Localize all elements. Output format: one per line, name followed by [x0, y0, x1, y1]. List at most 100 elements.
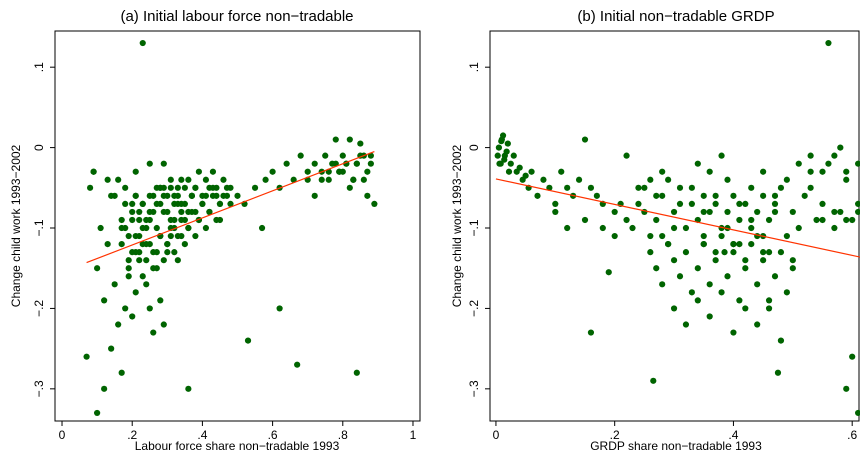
data-point — [251, 184, 259, 191]
data-point — [670, 208, 678, 216]
data-point — [143, 281, 150, 288]
data-point — [202, 224, 210, 232]
data-point — [115, 176, 122, 183]
data-point — [777, 184, 785, 191]
data-point — [227, 200, 234, 207]
panel-a-points — [83, 39, 378, 417]
data-point — [132, 192, 139, 199]
data-point — [234, 192, 241, 199]
data-point — [150, 265, 157, 272]
data-point — [587, 184, 595, 191]
data-point — [650, 377, 657, 384]
data-point — [153, 249, 160, 256]
data-point — [783, 289, 790, 296]
data-point — [364, 168, 371, 175]
data-point — [712, 192, 719, 199]
data-point — [244, 337, 252, 344]
data-point — [688, 200, 695, 207]
data-point — [294, 361, 301, 368]
data-point — [789, 208, 796, 216]
data-point — [164, 249, 171, 256]
data-point — [700, 240, 707, 248]
data-point — [647, 249, 654, 256]
data-point — [522, 172, 529, 179]
data-point — [712, 257, 719, 264]
data-point — [122, 184, 129, 191]
data-point — [150, 329, 157, 336]
data-point — [178, 208, 185, 216]
data-point — [700, 192, 707, 199]
data-point — [795, 224, 802, 232]
data-point — [546, 184, 553, 191]
data-point — [721, 249, 728, 256]
data-point — [146, 208, 153, 216]
data-point — [94, 409, 101, 417]
data-point — [178, 176, 185, 183]
data-point — [777, 249, 785, 256]
data-point — [765, 297, 773, 304]
data-point — [157, 200, 164, 207]
data-point — [724, 176, 731, 183]
data-point — [635, 200, 642, 207]
data-point — [195, 168, 202, 175]
data-point — [216, 216, 224, 224]
data-point — [819, 200, 826, 207]
data-point — [143, 257, 150, 264]
data-point — [202, 176, 210, 183]
data-point — [748, 240, 755, 248]
data-point — [129, 216, 136, 224]
data-point — [718, 152, 725, 159]
data-point — [364, 192, 371, 199]
x-tick-label: .2 — [610, 428, 620, 442]
data-point — [540, 176, 547, 183]
data-point — [129, 208, 136, 216]
y-tick-label: .1 — [467, 62, 481, 72]
data-point — [682, 224, 690, 232]
data-point — [831, 224, 838, 232]
data-point — [367, 160, 374, 167]
x-tick-label: .6 — [847, 428, 857, 442]
data-point — [593, 192, 600, 199]
data-point — [564, 184, 571, 191]
data-point — [783, 176, 790, 183]
data-point — [629, 224, 636, 232]
data-point — [647, 232, 654, 240]
data-point — [653, 265, 660, 272]
panel-b-frame — [489, 30, 860, 422]
data-point — [269, 168, 276, 175]
data-point — [688, 289, 695, 296]
data-point — [771, 208, 779, 216]
data-point — [855, 200, 860, 207]
data-point — [160, 257, 167, 264]
data-point — [516, 164, 523, 171]
data-point — [332, 136, 339, 143]
data-point — [599, 224, 606, 232]
y-tick-label: −.2 — [32, 300, 46, 317]
data-point — [670, 224, 678, 232]
data-point — [336, 168, 343, 175]
data-point — [136, 249, 143, 256]
panel-b-xlabel: GRDP share non−tradable 1993 — [590, 439, 762, 453]
data-point — [659, 232, 666, 240]
data-point — [139, 39, 146, 47]
data-point — [534, 192, 541, 199]
data-point — [736, 216, 743, 224]
data-point — [665, 176, 672, 183]
data-point — [795, 160, 802, 167]
data-point — [771, 200, 779, 207]
data-point — [706, 313, 713, 320]
data-point — [623, 152, 630, 159]
data-point — [371, 200, 378, 207]
data-point — [262, 176, 269, 183]
data-point — [801, 192, 808, 199]
data-point — [754, 281, 761, 288]
data-point — [143, 224, 150, 232]
data-point — [213, 184, 220, 191]
data-point — [111, 192, 118, 199]
data-point — [223, 184, 231, 191]
data-point — [339, 152, 346, 159]
data-point — [188, 192, 195, 199]
data-point — [118, 369, 125, 376]
data-point — [706, 281, 713, 288]
data-point — [789, 257, 796, 264]
